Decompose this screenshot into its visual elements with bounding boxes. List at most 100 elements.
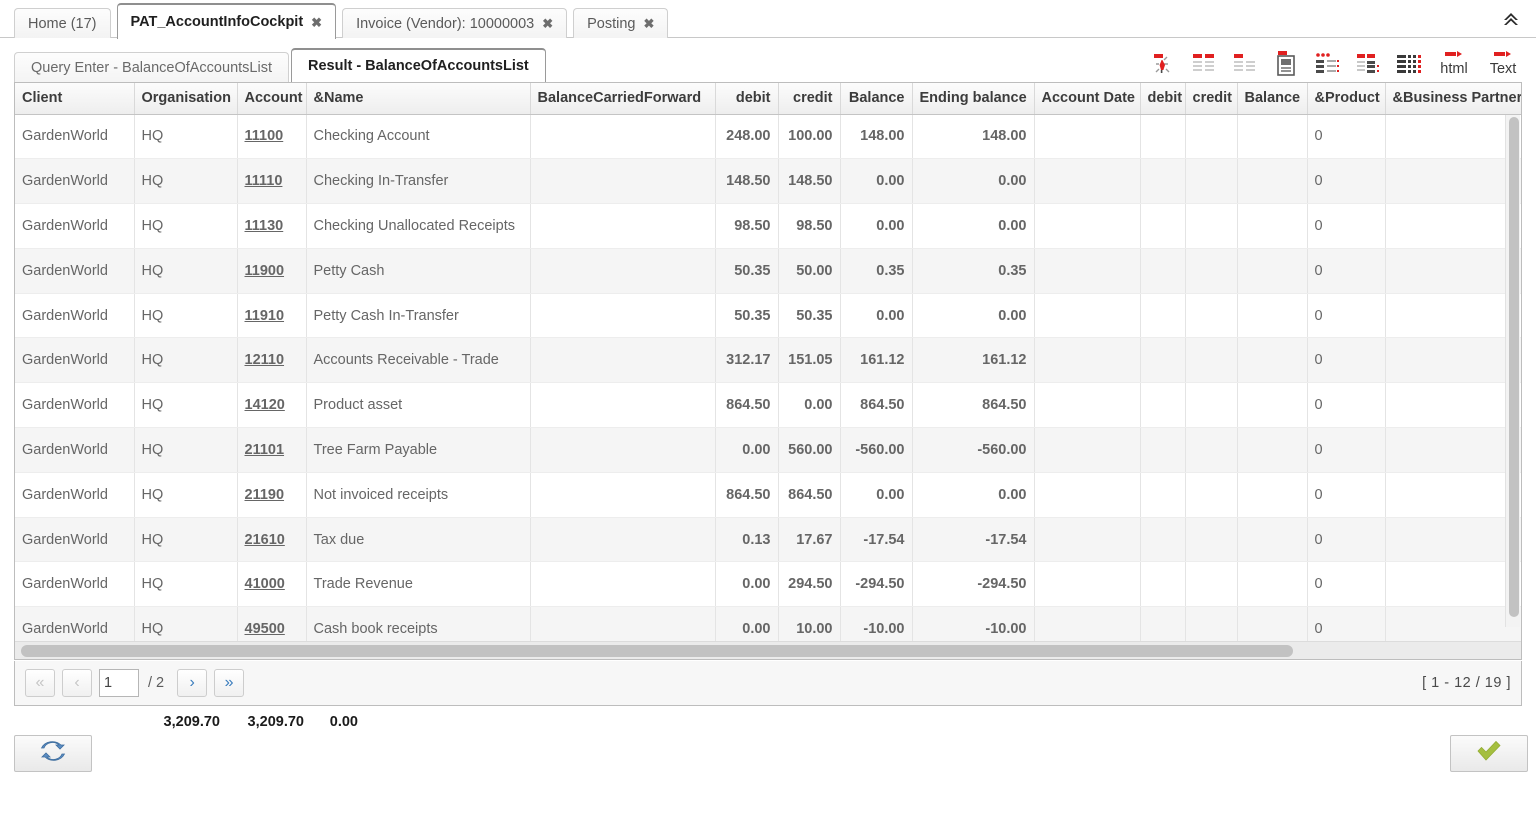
window-tab-pat-accountinfocockpit[interactable]: PAT_AccountInfoCockpit ✖	[116, 3, 337, 39]
cell-bcf	[530, 561, 716, 608]
cell-ending: 0.00	[912, 472, 1035, 518]
table-row[interactable]: GardenWorld HQ 11100 Checking Account 248.00…	[15, 114, 1521, 160]
cell-balance1: 161.12	[840, 337, 913, 384]
column-header-acctdate[interactable]: Account Date	[1034, 83, 1141, 115]
multi-column-icon[interactable]	[1394, 44, 1424, 77]
cell-account[interactable]: 11100	[237, 114, 307, 160]
double-chevron-up-icon[interactable]	[1494, 4, 1528, 34]
cell-bcf	[530, 293, 716, 339]
export-html-icon[interactable]: html	[1435, 44, 1473, 77]
cell-account[interactable]: 41000	[237, 561, 307, 608]
cell-client: GardenWorld	[15, 427, 135, 473]
cell-organisation: HQ	[134, 337, 238, 384]
table-row[interactable]: GardenWorld HQ 11900 Petty Cash 50.35 50.00 0.…	[15, 248, 1521, 294]
cell-bpartner	[1385, 561, 1521, 608]
cell-bpartner	[1385, 337, 1521, 384]
column-header-client[interactable]: Client	[15, 83, 135, 115]
table-row[interactable]: GardenWorld HQ 11110 Checking In-Transfer 14…	[15, 158, 1521, 205]
refresh-button[interactable]	[14, 735, 92, 772]
table-row[interactable]: GardenWorld HQ 11910 Petty Cash In-Transfer…	[15, 293, 1521, 339]
cell-account[interactable]: 21101	[237, 427, 307, 473]
cell-debit1: 0.00	[715, 561, 779, 608]
tab-result[interactable]: Result - BalanceOfAccountsList	[290, 48, 546, 82]
column-header-name[interactable]: &Name	[306, 83, 531, 115]
table-row[interactable]: GardenWorld HQ 14120 Product asset 864.50 0.0…	[15, 382, 1521, 429]
table-row[interactable]: GardenWorld HQ 21101 Tree Farm Payable 0.00 5…	[15, 427, 1521, 473]
cell-client: GardenWorld	[15, 517, 135, 563]
group-lines-icon[interactable]	[1353, 44, 1383, 77]
cell-account[interactable]: 21190	[237, 472, 307, 518]
total-pages-label: / 2	[148, 675, 165, 691]
cell-credit1: 17.67	[778, 517, 841, 563]
export-text-icon[interactable]: Text	[1484, 44, 1522, 77]
table-row[interactable]: GardenWorld HQ 21190 Not invoiced receipts 8…	[15, 472, 1521, 518]
column-header-credit2[interactable]: credit	[1185, 83, 1238, 115]
cell-account[interactable]: 11130	[237, 203, 307, 249]
close-icon[interactable]: ✖	[643, 16, 655, 31]
cell-account[interactable]: 11900	[237, 248, 307, 294]
cell-bpartner	[1385, 293, 1521, 339]
close-icon[interactable]: ✖	[542, 16, 554, 31]
cell-account[interactable]: 11910	[237, 293, 307, 339]
cell-name: Checking Unallocated Receipts	[306, 203, 531, 249]
cell-acctdate	[1034, 114, 1141, 160]
print-preview-icon[interactable]	[1271, 44, 1301, 77]
cell-debit1: 98.50	[715, 203, 779, 249]
column-header-balance1[interactable]: Balance	[840, 83, 913, 115]
cell-balance2	[1237, 382, 1308, 429]
cell-account[interactable]: 11110	[237, 158, 307, 205]
next-page-button[interactable]: ›	[177, 669, 208, 697]
detail-lines-icon[interactable]	[1312, 44, 1342, 77]
cell-client: GardenWorld	[15, 472, 135, 518]
check-icon	[1475, 739, 1503, 768]
grid-horizontal-scrollbar[interactable]	[15, 641, 1521, 659]
column-header-debit2[interactable]: debit	[1140, 83, 1186, 115]
scrollbar-thumb[interactable]	[21, 645, 1293, 657]
summary-level-1-icon[interactable]	[1189, 44, 1219, 77]
column-header-bpartner[interactable]: &Business Partner	[1385, 83, 1521, 115]
column-header-account[interactable]: Account	[237, 83, 307, 115]
column-header-bcf[interactable]: BalanceCarriedForward	[530, 83, 716, 115]
cell-acctdate	[1034, 517, 1141, 563]
first-page-button[interactable]: «	[25, 669, 55, 697]
close-icon[interactable]: ✖	[311, 14, 323, 30]
cell-name: Product asset	[306, 382, 531, 429]
cell-balance2	[1237, 203, 1308, 249]
cell-product: 0	[1307, 293, 1386, 339]
column-header-credit1[interactable]: credit	[778, 83, 841, 115]
previous-page-button[interactable]: ‹	[62, 669, 92, 697]
cell-organisation: HQ	[134, 203, 238, 249]
cell-account[interactable]: 21610	[237, 517, 307, 563]
column-header-ending[interactable]: Ending balance	[912, 83, 1035, 115]
column-header-product[interactable]: &Product	[1307, 83, 1386, 115]
last-page-button[interactable]: »	[214, 669, 245, 697]
window-tab-invoice-vendor[interactable]: Invoice (Vendor): 10000003 ✖	[342, 8, 568, 38]
table-row[interactable]: GardenWorld HQ 41000 Trade Revenue 0.00 294.5…	[15, 561, 1521, 608]
customize-report-icon[interactable]	[1148, 44, 1178, 77]
cell-balance1: 0.00	[840, 158, 913, 205]
summary-level-2-icon[interactable]	[1230, 44, 1260, 77]
scrollbar-thumb[interactable]	[1509, 117, 1519, 617]
column-header-balance2[interactable]: Balance	[1237, 83, 1308, 115]
table-row[interactable]: GardenWorld HQ 21610 Tax due 0.13 17.67 -17.54…	[15, 517, 1521, 563]
cell-name: Petty Cash In-Transfer	[306, 293, 531, 339]
cell-organisation: HQ	[134, 248, 238, 294]
table-row[interactable]: GardenWorld HQ 12110 Accounts Receivable - …	[15, 337, 1521, 384]
table-row[interactable]: GardenWorld HQ 11130 Checking Unallocated R…	[15, 203, 1521, 249]
cell-credit2	[1185, 427, 1238, 473]
cell-debit1: 0.00	[715, 427, 779, 473]
page-number-input[interactable]	[99, 669, 139, 697]
inner-tab-label: Result - BalanceOfAccountsList	[307, 58, 529, 74]
tab-query-enter[interactable]: Query Enter - BalanceOfAccountsList	[14, 52, 289, 82]
ok-button[interactable]	[1450, 735, 1528, 772]
window-tab-posting[interactable]: Posting ✖	[573, 8, 669, 38]
export-text-label: Text	[1489, 60, 1517, 77]
cell-bcf	[530, 203, 716, 249]
grid-vertical-scrollbar[interactable]	[1505, 115, 1520, 627]
column-header-organisation[interactable]: Organisation	[134, 83, 238, 115]
cell-account[interactable]: 12110	[237, 337, 307, 384]
window-tab-home[interactable]: Home (17)	[14, 8, 111, 38]
cell-account[interactable]: 14120	[237, 382, 307, 429]
column-header-debit1[interactable]: debit	[715, 83, 779, 115]
window-tabs: Home (17) PAT_AccountInfoCockpit ✖ Invoi…	[0, 0, 1536, 39]
